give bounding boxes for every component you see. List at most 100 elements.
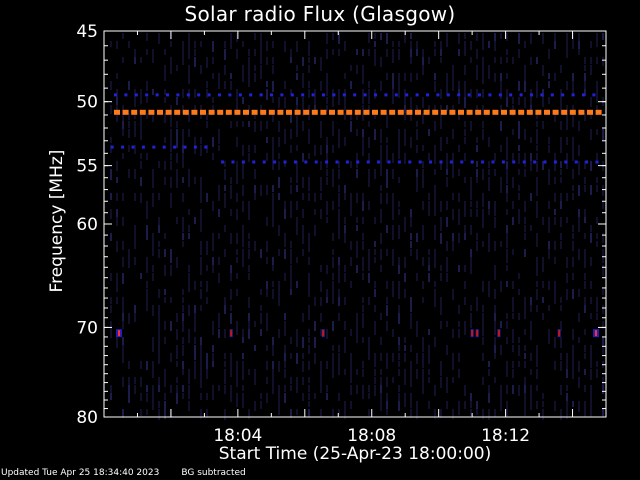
noise-cell — [188, 385, 190, 394]
interference-segment-54.7 — [585, 160, 589, 164]
interference-segment-50.8 — [397, 109, 404, 115]
noise-cell — [236, 377, 238, 387]
noise-cell — [302, 81, 304, 88]
noise-cell — [386, 249, 388, 256]
noise-cell — [206, 297, 208, 304]
noise-cell — [230, 185, 232, 193]
noise-cell — [386, 33, 388, 44]
interference-segment-50.8 — [535, 109, 542, 115]
noise-cell — [500, 33, 502, 39]
noise-cell — [584, 185, 586, 192]
noise-cell — [524, 81, 526, 92]
noise-cell — [560, 385, 562, 395]
noise-cell — [566, 353, 568, 363]
noise-cell — [284, 345, 286, 354]
noise-cell — [164, 297, 166, 303]
interference-segment-50.8 — [363, 109, 370, 115]
noise-cell — [152, 201, 154, 207]
noise-cell — [356, 169, 358, 178]
noise-cell — [128, 393, 130, 403]
noise-cell — [482, 169, 484, 180]
noise-cell — [164, 377, 166, 387]
noise-cell — [296, 337, 298, 347]
interference-segment-49.5 — [561, 93, 565, 97]
noise-cell — [392, 209, 394, 220]
noise-cell — [518, 361, 520, 367]
noise-cell — [308, 305, 310, 315]
noise-cell — [464, 201, 466, 209]
noise-cell — [596, 177, 598, 183]
noise-cell — [488, 137, 490, 147]
noise-cell — [242, 185, 244, 196]
noise-cell — [464, 329, 466, 335]
noise-cell — [254, 121, 256, 132]
noise-cell — [128, 129, 130, 138]
noise-cell — [476, 161, 478, 167]
noise-cell — [362, 265, 364, 271]
noise-cell — [308, 89, 310, 98]
noise-cell — [488, 409, 490, 420]
interference-segment-50.8 — [225, 109, 232, 115]
noise-cell — [506, 97, 508, 107]
noise-cell — [170, 353, 172, 362]
noise-cell — [218, 193, 220, 201]
noise-cell — [236, 193, 238, 202]
noise-cell — [542, 217, 544, 225]
noise-cell — [368, 273, 370, 283]
noise-cell — [200, 113, 202, 119]
noise-cell — [512, 385, 514, 394]
noise-cell — [332, 121, 334, 132]
noise-cell — [518, 153, 520, 164]
noise-cell — [170, 161, 172, 170]
noise-cell — [434, 337, 436, 347]
noise-cell — [596, 185, 598, 192]
noise-cell — [578, 33, 580, 43]
noise-cell — [386, 409, 388, 415]
noise-cell — [596, 129, 598, 135]
noise-cell — [398, 353, 400, 360]
noise-cell — [224, 185, 226, 191]
noise-cell — [200, 305, 202, 311]
noise-cell — [500, 177, 502, 186]
interference-segment-53.5 — [141, 145, 145, 149]
noise-cell — [434, 297, 436, 307]
noise-cell — [590, 57, 592, 64]
noise-cell — [482, 241, 484, 247]
noise-cell — [254, 113, 256, 119]
noise-cell — [518, 121, 520, 130]
noise-cell — [482, 89, 484, 98]
noise-cell — [380, 209, 382, 218]
noise-cell — [158, 321, 160, 330]
interference-segment-49.5 — [249, 93, 253, 97]
noise-cell — [326, 361, 328, 369]
noise-cell — [152, 113, 154, 122]
noise-cell — [308, 361, 310, 370]
noise-cell — [284, 129, 286, 138]
noise-cell — [482, 377, 484, 385]
noise-cell — [380, 313, 382, 320]
noise-cell — [290, 185, 292, 194]
noise-cell — [266, 89, 268, 100]
noise-cell — [170, 257, 172, 263]
noise-cell — [188, 393, 190, 399]
noise-cell — [464, 321, 466, 330]
noise-cell — [374, 169, 376, 179]
interference-segment-50.8 — [526, 109, 533, 115]
noise-cell — [164, 73, 166, 81]
noise-cell — [398, 281, 400, 289]
noise-cell — [326, 177, 328, 185]
noise-cell — [452, 65, 454, 73]
noise-cell — [110, 145, 112, 153]
noise-cell — [176, 121, 178, 128]
noise-cell — [584, 273, 586, 280]
noise-cell — [272, 345, 274, 356]
noise-cell — [380, 369, 382, 375]
noise-cell — [410, 137, 412, 148]
noise-cell — [170, 57, 172, 65]
noise-cell — [386, 169, 388, 178]
noise-cell — [302, 361, 304, 372]
noise-cell — [122, 337, 124, 346]
noise-cell — [602, 185, 604, 196]
noise-cell — [422, 369, 424, 380]
noise-cell — [476, 177, 478, 183]
